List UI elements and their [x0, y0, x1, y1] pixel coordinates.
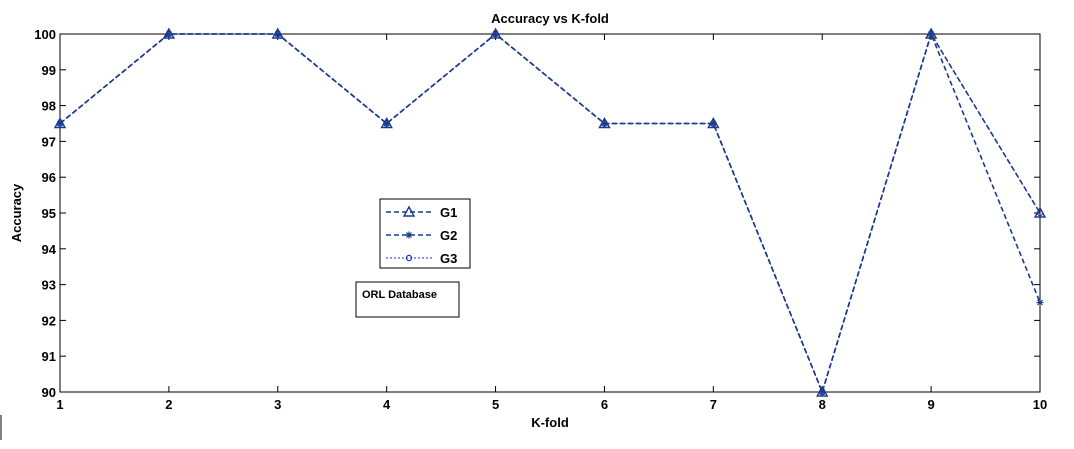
y-tick-label: 97 [42, 134, 56, 149]
x-tick-label: 4 [383, 397, 391, 412]
data-point-g1 [489, 27, 502, 39]
legend-box [379, 198, 471, 269]
y-tick-label: 90 [42, 385, 56, 400]
legend-marker [402, 205, 416, 217]
legend-item-g1: G1 [386, 205, 457, 220]
x-tick-label: 9 [927, 397, 934, 412]
x-tick-label: 10 [1033, 397, 1047, 412]
legend-marker [405, 254, 413, 262]
chart-title: Accuracy vs K-fold [491, 11, 609, 26]
legend-label: G3 [440, 251, 457, 266]
legend-item-g2: G2 [386, 228, 457, 243]
x-tick-label: 3 [274, 397, 281, 412]
data-point-g1 [162, 27, 176, 39]
y-tick-label: 92 [42, 313, 56, 328]
x-tick-label: 7 [710, 397, 717, 412]
data-point-g1 [598, 117, 611, 129]
y-tick-label: 98 [42, 99, 56, 114]
x-tick-label: 1 [56, 397, 63, 412]
y-tick-label: 95 [42, 206, 56, 221]
data-point-g1 [53, 117, 67, 129]
legend: G1 G2 G3 [379, 198, 471, 269]
x-tick-label: 6 [601, 397, 608, 412]
y-tick-label: 99 [42, 63, 56, 78]
x-tick-label: 5 [492, 397, 499, 412]
y-tick-label: 94 [42, 242, 57, 257]
series-g1 [53, 27, 1047, 397]
y-tick-label: 100 [34, 27, 56, 42]
data-point-g1 [380, 117, 393, 129]
data-point-g1 [1033, 206, 1047, 218]
y-axis-ticks: 90 91 92 93 94 95 96 97 98 99 100 [34, 27, 1040, 400]
x-tick-label: 2 [165, 397, 172, 412]
data-point-g1 [271, 27, 284, 39]
y-tick-label: 93 [42, 278, 56, 293]
legend-label: G2 [440, 228, 457, 243]
legend-marker [405, 231, 413, 239]
annotation-box: ORL Database [355, 281, 460, 318]
data-point-g2 [1036, 299, 1044, 306]
y-tick-label: 96 [42, 170, 56, 185]
x-axis-ticks: 1 2 3 4 5 6 7 8 9 10 [56, 34, 1047, 412]
data-point-g1 [924, 27, 938, 39]
annotation-text: ORL Database [362, 289, 437, 301]
x-axis-title: K-fold [531, 415, 569, 430]
y-axis-title: Accuracy [9, 183, 24, 242]
series-layer [53, 27, 1047, 397]
x-tick-label: 8 [819, 397, 826, 412]
data-point-g1 [816, 385, 829, 397]
y-tick-label: 91 [42, 349, 56, 364]
data-point-g1 [707, 117, 720, 129]
legend-label: G1 [440, 205, 457, 220]
legend-item-g3: G3 [386, 251, 457, 266]
series-line-g1 [59, 32, 1041, 395]
plot-area [59, 33, 1041, 393]
